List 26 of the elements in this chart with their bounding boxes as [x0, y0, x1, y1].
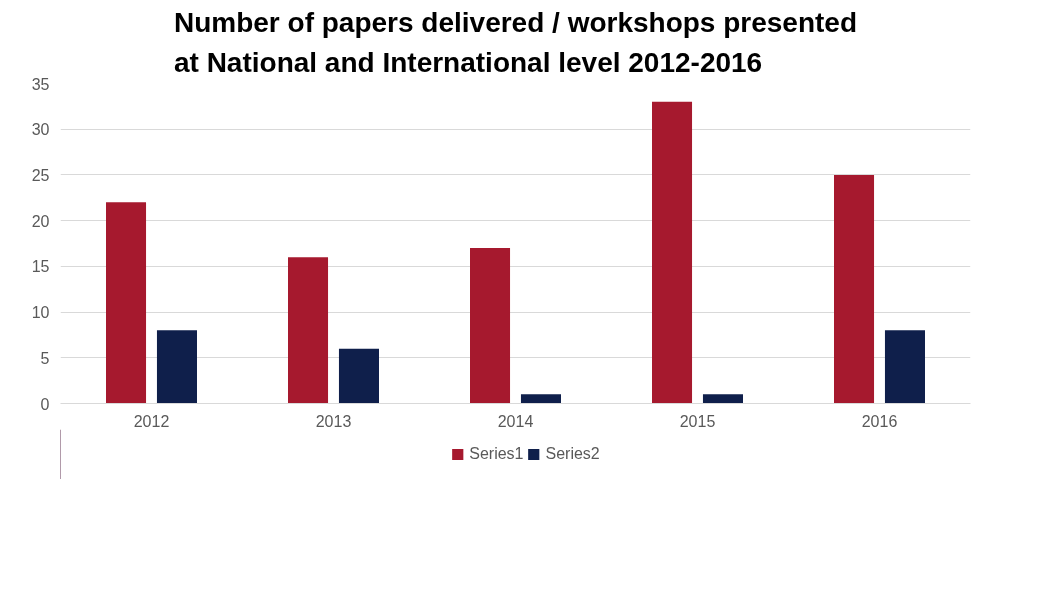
y-tick-label: 10	[31, 304, 50, 322]
bar	[834, 174, 875, 404]
y-tick-label: 0	[40, 395, 50, 413]
x-tick-label: 2014	[497, 412, 534, 430]
bar	[702, 394, 743, 404]
y-tick-label: 20	[31, 212, 50, 230]
bar	[288, 257, 329, 404]
legend-label: Series1	[469, 445, 524, 463]
bar	[470, 248, 511, 404]
y-tick-label: 15	[31, 258, 50, 276]
bar	[156, 330, 197, 404]
x-tick-label: 2015	[679, 412, 716, 430]
bar	[884, 330, 925, 404]
x-tick-label: 2012	[133, 412, 170, 430]
bar	[652, 101, 693, 404]
y-tick-label: 35	[31, 75, 50, 93]
y-tick-label: 5	[40, 349, 50, 367]
bar	[106, 202, 147, 404]
y-tick-label: 30	[31, 121, 50, 139]
x-tick-label: 2016	[861, 412, 898, 430]
y-tick-label: 25	[31, 166, 50, 184]
x-tick-label: 2013	[315, 412, 352, 430]
bar	[520, 394, 561, 404]
chart-title: Number of papers delivered / workshops presented at National and International level 2012-2016	[173, 7, 858, 79]
legend-label: Series2	[545, 445, 600, 463]
bar	[338, 348, 379, 404]
